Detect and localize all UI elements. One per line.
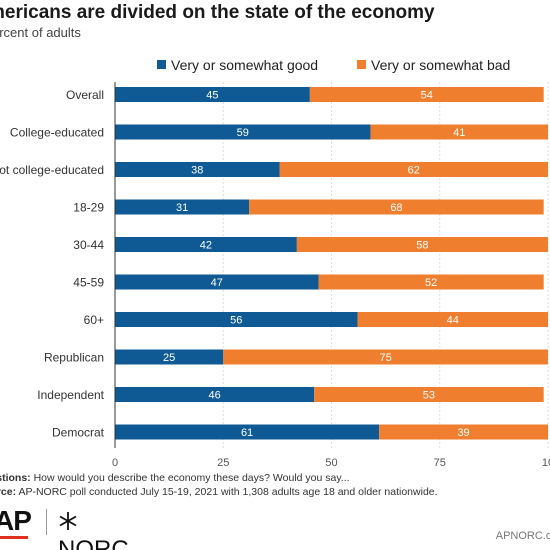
- bar-bad: [370, 124, 548, 140]
- legend: Very or somewhat good Very or somewhat b…: [0, 57, 550, 75]
- bar-good: [115, 312, 358, 327]
- value-label-good: 46: [208, 390, 220, 402]
- value-label-good: 25: [163, 352, 175, 364]
- category-label: 60+: [84, 313, 104, 327]
- questions-label: uestions:: [0, 472, 31, 484]
- bar-bad: [279, 162, 548, 177]
- value-label-bad: 44: [447, 315, 459, 327]
- bar-bad: [296, 237, 548, 252]
- category-label: Republican: [44, 351, 104, 365]
- bar-bad: [309, 87, 544, 102]
- value-label-good: 47: [211, 277, 223, 289]
- category-label: College-educated: [10, 126, 104, 140]
- bar-bad: [249, 199, 544, 215]
- value-label-bad: 68: [390, 202, 402, 214]
- chart-subtitle: ercent of adults: [0, 25, 81, 40]
- category-label: ot college-educated: [0, 163, 104, 177]
- bar-good: [115, 162, 280, 177]
- ap-logo-underline: [0, 536, 28, 539]
- category-label: 30-44: [73, 238, 104, 252]
- legend-swatch-good: [157, 60, 166, 69]
- value-label-bad: 41: [453, 127, 465, 139]
- bar-bad: [357, 312, 548, 327]
- footnote-source: ource: AP-NORC poll conducted July 15-19…: [0, 486, 438, 498]
- value-label-good: 59: [237, 127, 249, 139]
- bar-good: [115, 274, 319, 290]
- value-label-good: 42: [200, 240, 212, 252]
- source-label: ource:: [0, 486, 17, 498]
- questions-text: How would you describe the economy these…: [33, 472, 350, 484]
- bar-bad: [318, 274, 544, 290]
- logo-divider: [46, 509, 47, 535]
- norc-logo-text: NORC: [58, 536, 129, 550]
- value-label-bad: 54: [421, 90, 433, 102]
- norc-star-icon: [59, 512, 77, 530]
- site-url: APNORC.o: [495, 530, 550, 542]
- value-label-bad: 58: [416, 240, 428, 252]
- bar-good: [115, 349, 224, 365]
- category-label: 18-29: [73, 201, 104, 215]
- bar-good: [115, 424, 380, 440]
- legend-label-good: Very or somewhat good: [171, 57, 319, 73]
- category-label: Democrat: [52, 426, 105, 440]
- bar-bad: [223, 349, 548, 365]
- value-label-good: 61: [241, 427, 253, 439]
- bar-good: [115, 237, 297, 252]
- value-label-good: 45: [206, 90, 218, 102]
- value-label-bad: 39: [457, 427, 469, 439]
- value-label-bad: 53: [423, 390, 435, 402]
- legend-item-good: Very or somewhat good: [157, 57, 318, 73]
- legend-item-bad: Very or somewhat bad: [357, 57, 510, 73]
- x-tick-label: 25: [217, 457, 229, 469]
- bar-good: [115, 199, 250, 215]
- legend-label-bad: Very or somewhat bad: [371, 57, 511, 73]
- x-tick-label: 50: [325, 457, 337, 469]
- x-tick-label: 75: [434, 457, 446, 469]
- category-label: 45-59: [73, 276, 104, 290]
- source-text: AP-NORC poll conducted July 15-19, 2021 …: [18, 486, 438, 498]
- value-label-bad: 62: [408, 165, 420, 177]
- footnote-questions: uestions: How would you describe the eco…: [0, 472, 350, 484]
- chart-title: mericans are divided on the state of the…: [0, 2, 435, 23]
- value-label-good: 38: [191, 165, 203, 177]
- category-label: Independent: [37, 388, 104, 402]
- legend-swatch-bad: [357, 60, 366, 69]
- bar-bad: [314, 387, 544, 402]
- value-label-good: 56: [230, 315, 242, 327]
- bar-bad: [379, 424, 548, 440]
- value-label-bad: 52: [425, 277, 437, 289]
- value-label-bad: 75: [380, 352, 392, 364]
- value-label-good: 31: [176, 202, 188, 214]
- bar-good: [115, 387, 315, 402]
- x-tick-label: 0: [112, 457, 118, 469]
- x-tick-label: 10: [542, 457, 550, 469]
- category-label: Overall: [66, 88, 104, 102]
- bar-good: [115, 124, 371, 140]
- norc-logo: NORC: [58, 508, 129, 550]
- bar-good: [115, 87, 310, 102]
- ap-logo: AP: [0, 505, 32, 536]
